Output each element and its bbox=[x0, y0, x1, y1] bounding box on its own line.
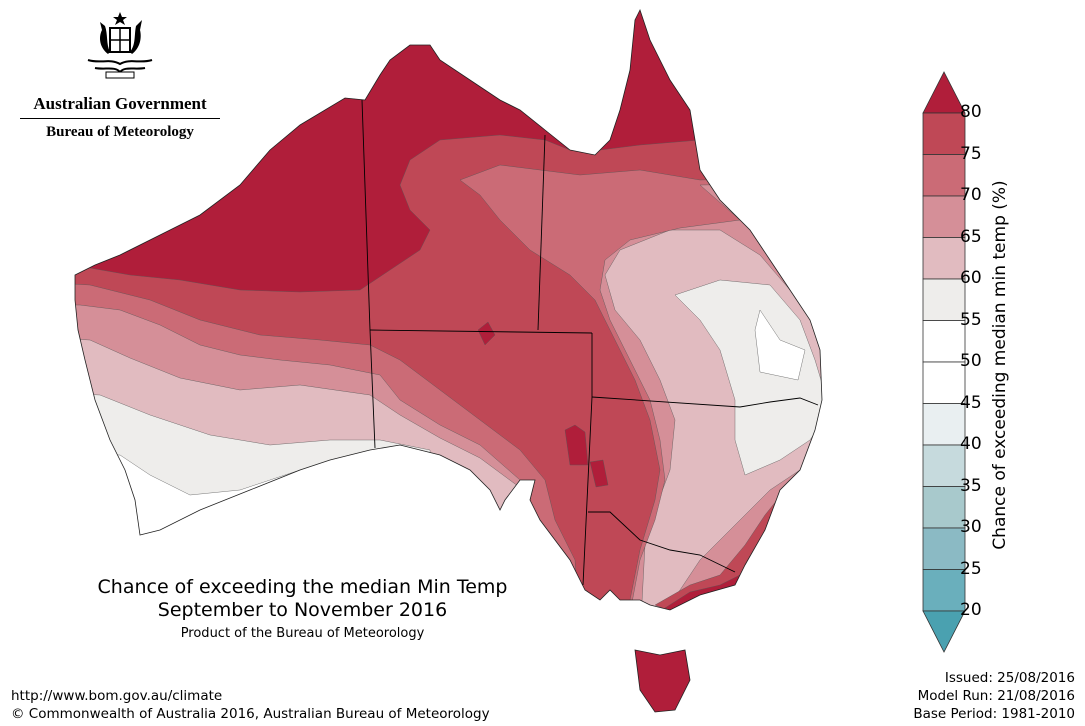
tasmania-above-80 bbox=[599, 639, 721, 712]
border-nt-sa bbox=[369, 329, 593, 334]
government-name: Australian Government bbox=[20, 94, 220, 119]
colorbar-tick-label: 60 bbox=[960, 268, 982, 288]
blob-above-80 bbox=[564, 424, 589, 466]
colorbar-tick-label: 35 bbox=[960, 475, 982, 496]
colorbar-bin-25-30 bbox=[922, 527, 966, 570]
colorbar-title: Chance of exceeding median min temp (%) bbox=[990, 180, 1010, 550]
issued-date: Issued: 25/08/2016 bbox=[944, 670, 1075, 686]
colorbar-below-arrow bbox=[922, 610, 966, 653]
colorbar-bin-40-45 bbox=[922, 403, 966, 446]
base-period: Base Period: 1981-2010 bbox=[913, 706, 1075, 722]
colorbar-bin-20-25 bbox=[922, 569, 966, 612]
colorbar-tick-label: 75 bbox=[960, 143, 982, 164]
bom-logo: Australian Government Bureau of Meteorol… bbox=[20, 8, 220, 141]
border-nt-qld bbox=[537, 134, 546, 331]
australia-coastline bbox=[74, 8, 823, 713]
copyright: © Commonwealth of Australia 2016, Austra… bbox=[11, 706, 490, 722]
map-title-line1: Chance of exceeding the median Min Temp bbox=[97, 576, 508, 598]
blob-above-80 bbox=[589, 459, 609, 488]
blob-above-80 bbox=[477, 321, 496, 346]
footer-left: http://www.bom.gov.au/climate © Commonwe… bbox=[11, 687, 490, 723]
colorbar-tick-label: 65 bbox=[960, 226, 982, 247]
colorbar-tick-label: 55 bbox=[960, 309, 982, 330]
colorbar-bin-65-70 bbox=[922, 195, 966, 238]
colorbar-bin-75-80 bbox=[922, 112, 966, 155]
colorbar-bin-70-75 bbox=[922, 154, 966, 197]
border-qld-nsw bbox=[591, 396, 819, 408]
colorbar-tick-label: 25 bbox=[960, 558, 982, 579]
colorbar-bin-45-50 bbox=[922, 361, 966, 404]
colorbar-tick-label: 20 bbox=[960, 600, 982, 620]
colorbar bbox=[922, 71, 966, 653]
coat-of-arms-icon bbox=[87, 12, 153, 79]
agency-name: Bureau of Meteorology bbox=[46, 124, 194, 140]
colorbar-bin-50-55 bbox=[922, 320, 966, 363]
map-title-line2: September to November 2016 bbox=[157, 599, 448, 621]
colorbar-tick-label: 50 bbox=[960, 351, 982, 371]
state-borders bbox=[361, 99, 819, 586]
border-nsw-vic bbox=[588, 511, 736, 573]
colorbar-tick-label: 70 bbox=[960, 185, 982, 205]
footer-right: Issued: 25/08/2016 Model Run: 21/08/2016… bbox=[913, 669, 1075, 723]
colorbar-bin-55-60 bbox=[922, 278, 966, 321]
colorbar-bin-35-40 bbox=[922, 444, 966, 487]
colorbar-tick-label: 30 bbox=[960, 517, 982, 537]
colorbar-tick-label: 80 bbox=[960, 102, 982, 122]
colorbar-tick-label: 40 bbox=[960, 434, 982, 454]
colorbar-above-arrow bbox=[922, 71, 966, 114]
colorbar-bin-30-35 bbox=[922, 486, 966, 529]
model-run-date: Model Run: 21/08/2016 bbox=[917, 688, 1075, 704]
map-subtitle: Product of the Bureau of Meteorology bbox=[180, 626, 425, 641]
map-title: Chance of exceeding the median Min Temp … bbox=[40, 576, 565, 622]
bom-url-link[interactable]: http://www.bom.gov.au/climate bbox=[11, 688, 223, 704]
colorbar-bin-60-65 bbox=[922, 237, 966, 280]
colorbar-tick-label: 45 bbox=[960, 392, 982, 413]
